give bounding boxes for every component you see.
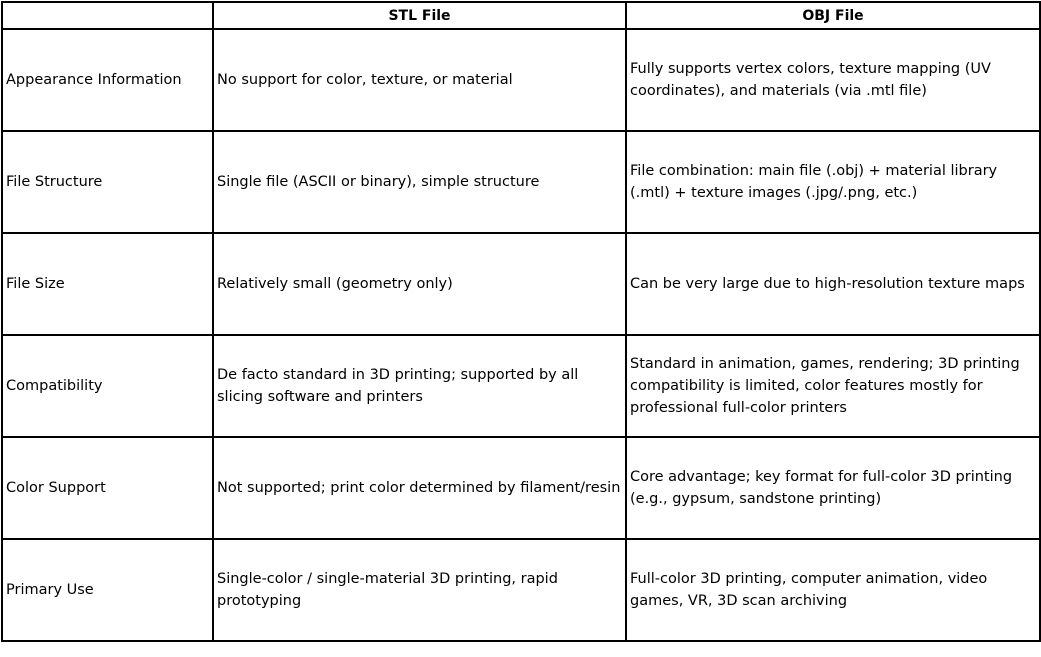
stl-cell: Single-color / single-material 3D printi… — [212, 538, 627, 642]
table-row: Compatibility De facto standard in 3D pri… — [1, 334, 1041, 438]
feature-cell: Color Support — [1, 436, 214, 540]
feature-cell: File Structure — [1, 130, 214, 234]
obj-cell: Core advantage; key format for full-colo… — [625, 436, 1041, 540]
obj-cell: Can be very large due to high-resolution… — [625, 232, 1041, 336]
obj-cell: Standard in animation, games, rendering;… — [625, 334, 1041, 438]
obj-cell: File combination: main file (.obj) + mat… — [625, 130, 1041, 234]
header-feature — [1, 1, 214, 30]
feature-cell: Compatibility — [1, 334, 214, 438]
stl-cell: No support for color, texture, or materi… — [212, 28, 627, 132]
table-row: Color Support Not supported; print color … — [1, 436, 1041, 540]
stl-cell: De facto standard in 3D printing; suppor… — [212, 334, 627, 438]
comparison-table: STL File OBJ File Appearance Information… — [1, 1, 1041, 642]
table-row: File Structure Single file (ASCII or bina… — [1, 130, 1041, 234]
stl-cell: Relatively small (geometry only) — [212, 232, 627, 336]
header-row: STL File OBJ File — [1, 1, 1041, 30]
table-row: Appearance Information No support for col… — [1, 28, 1041, 132]
feature-cell: Primary Use — [1, 538, 214, 642]
stl-cell: Single file (ASCII or binary), simple st… — [212, 130, 627, 234]
stl-cell: Not supported; print color determined by… — [212, 436, 627, 540]
obj-cell: Fully supports vertex colors, texture ma… — [625, 28, 1041, 132]
feature-cell: Appearance Information — [1, 28, 214, 132]
table-row: File Size Relatively small (geometry only… — [1, 232, 1041, 336]
header-stl: STL File — [212, 1, 627, 30]
feature-cell: File Size — [1, 232, 214, 336]
table-row: Primary Use Single-color / single-materia… — [1, 538, 1041, 642]
obj-cell: Full-color 3D printing, computer animati… — [625, 538, 1041, 642]
header-obj: OBJ File — [625, 1, 1041, 30]
